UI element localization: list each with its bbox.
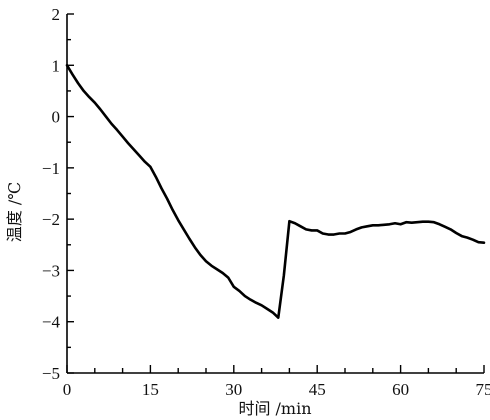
x-tick-label: 30: [225, 380, 242, 399]
y-tick-label: −4: [42, 313, 61, 332]
y-tick-label: −3: [42, 261, 60, 280]
y-tick-label: 1: [52, 56, 61, 75]
plot-area: 2 1 0 −1 −2 −3 −4 −5 0 15 30 45 60 75: [42, 5, 490, 399]
y-tick-label: −5: [42, 364, 60, 383]
y-tick-label: 0: [52, 108, 61, 127]
y-axis-title: 温度 /℃: [5, 182, 24, 242]
x-tick-label: 0: [63, 380, 72, 399]
x-tick-label: 45: [309, 380, 326, 399]
x-ticks: 0 15 30 45 60 75: [63, 365, 490, 399]
series-line-0: [65, 63, 486, 319]
y-tick-label: −1: [42, 159, 60, 178]
x-axis-title: 时间 /min: [238, 399, 311, 418]
x-tick-label: 15: [142, 380, 159, 399]
series-layer: [65, 63, 486, 319]
x-tick-label: 75: [476, 380, 490, 399]
x-tick-label: 60: [392, 380, 409, 399]
y-ticks: 2 1 0 −1 −2 −3 −4 −5: [42, 5, 74, 383]
y-tick-label: 2: [52, 5, 61, 24]
y-tick-label: −2: [42, 210, 60, 229]
